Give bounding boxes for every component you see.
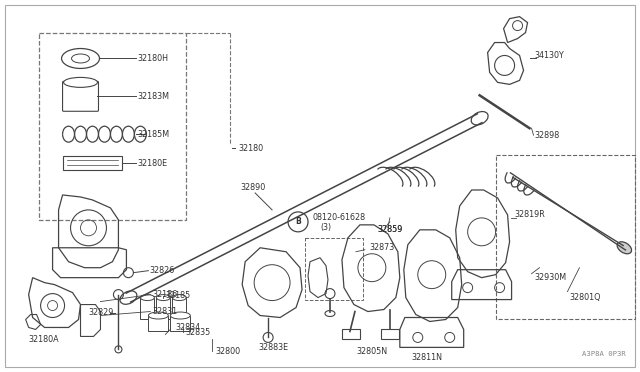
Bar [63, 156, 122, 170]
Text: B: B [295, 217, 301, 227]
Ellipse shape [61, 48, 99, 68]
Bar [381, 330, 399, 339]
Ellipse shape [156, 295, 170, 301]
Text: A3P8A 0P3R: A3P8A 0P3R [582, 352, 625, 357]
Bar [172, 298, 186, 320]
Text: 32801Q: 32801Q [570, 293, 601, 302]
Ellipse shape [140, 295, 154, 301]
Text: 32826: 32826 [149, 266, 175, 275]
Text: 32883E: 32883E [258, 343, 288, 352]
Bar [305, 238, 363, 299]
Text: 32183M: 32183M [138, 92, 170, 101]
Text: 08120-61628: 08120-61628 [312, 214, 365, 222]
Text: 32819R: 32819R [515, 211, 545, 219]
Text: 32873: 32873 [370, 243, 395, 252]
Text: 32859: 32859 [378, 225, 403, 234]
Ellipse shape [170, 312, 190, 319]
Bar [495, 155, 636, 320]
Text: 32800: 32800 [215, 347, 241, 356]
Text: 32811N: 32811N [412, 353, 443, 362]
FancyBboxPatch shape [63, 81, 99, 111]
Text: 32859: 32859 [378, 225, 403, 234]
Ellipse shape [325, 311, 335, 317]
Text: 32930M: 32930M [534, 273, 566, 282]
Bar [156, 298, 170, 320]
Bar [38, 33, 186, 220]
Text: 32185: 32185 [165, 291, 191, 300]
Bar [342, 330, 360, 339]
Text: 34130Y: 34130Y [534, 51, 564, 60]
Ellipse shape [72, 54, 90, 63]
Text: 32829: 32829 [88, 308, 114, 317]
Text: 32834: 32834 [175, 323, 200, 332]
Text: 32186: 32186 [152, 290, 177, 299]
Text: 32180E: 32180E [138, 158, 168, 167]
Ellipse shape [471, 112, 488, 125]
Text: 32890: 32890 [240, 183, 266, 192]
Text: 32835: 32835 [186, 328, 211, 337]
Bar [148, 315, 168, 331]
Text: 32898: 32898 [534, 131, 560, 140]
Text: 32805N: 32805N [356, 347, 387, 356]
Bar [140, 298, 154, 320]
Bar [170, 315, 190, 331]
Ellipse shape [63, 77, 97, 87]
Ellipse shape [120, 291, 137, 304]
Text: 32185M: 32185M [138, 130, 170, 139]
Text: 32180: 32180 [238, 144, 263, 153]
Text: (3): (3) [320, 223, 331, 232]
Text: 32180A: 32180A [29, 335, 60, 344]
Ellipse shape [617, 242, 632, 254]
Ellipse shape [172, 295, 186, 301]
Ellipse shape [148, 312, 168, 319]
Text: 32180H: 32180H [138, 54, 168, 63]
Text: 32831: 32831 [152, 307, 177, 316]
